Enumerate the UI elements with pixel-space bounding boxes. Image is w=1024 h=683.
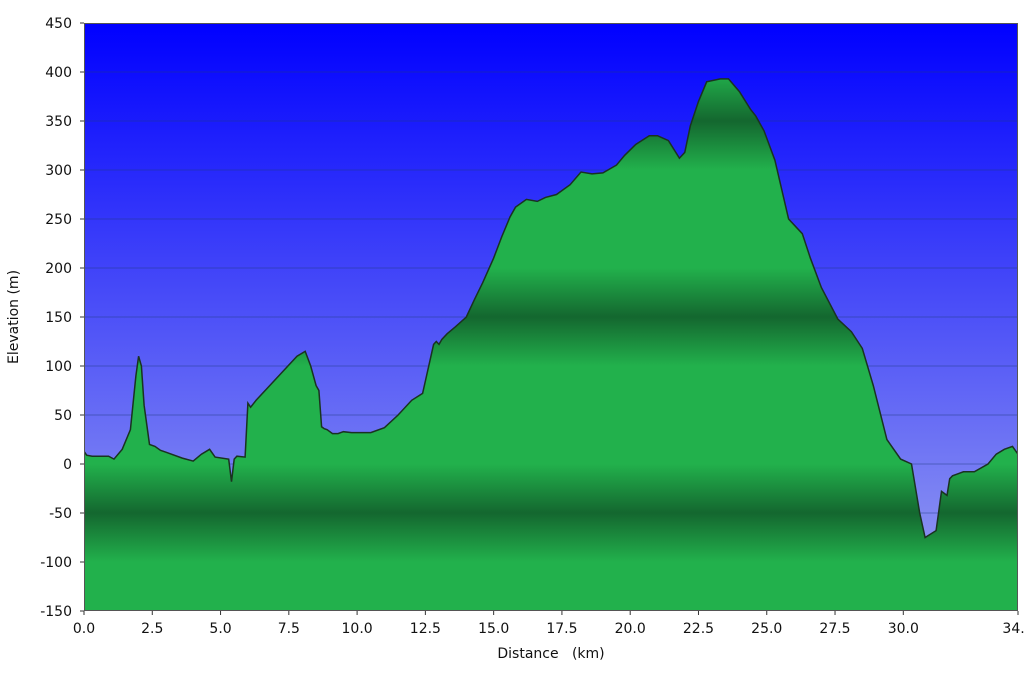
x-tick-label: 34.2: [1002, 621, 1024, 637]
x-tick-label: 22.5: [683, 621, 714, 637]
x-axis-ticks: 0.0 2.5 5.0 7.5 10.0 12.5 15.0 17.5 20.0 22.5 25.0…: [73, 611, 1024, 637]
x-tick-label: 15.0: [478, 621, 509, 637]
y-tick-label: -50: [49, 506, 72, 522]
x-tick-label: 25.0: [751, 621, 782, 637]
y-tick-label: 250: [45, 212, 72, 228]
elevation-area: [84, 78, 1018, 611]
plot-frame: [84, 23, 1018, 611]
y-tick-label: 150: [45, 310, 72, 326]
x-tick-label: 17.5: [546, 621, 577, 637]
x-tick-label: 0.0: [73, 621, 95, 637]
y-tick-label: 200: [45, 261, 72, 277]
x-tick-label: 20.0: [615, 621, 646, 637]
x-axis-label: Distance (km): [497, 646, 604, 662]
y-tick-label: 100: [45, 359, 72, 375]
x-tick-label: 2.5: [141, 621, 163, 637]
y-tick-label: -150: [40, 604, 72, 620]
x-tick-label: 7.5: [278, 621, 300, 637]
x-tick-label: 10.0: [342, 621, 373, 637]
y-axis-label: Elevation (m): [6, 270, 22, 364]
y-tick-label: 400: [45, 65, 72, 81]
y-axis-ticks: -150 -100 -50 0 50 100 150 200 250 300 350 400 450: [40, 16, 84, 620]
x-tick-label: 12.5: [410, 621, 441, 637]
x-tick-label: 27.5: [819, 621, 850, 637]
y-tick-label: 350: [45, 114, 72, 130]
y-tick-label: 300: [45, 163, 72, 179]
y-tick-label: 0: [63, 457, 72, 473]
y-tick-label: 450: [45, 16, 72, 32]
elevation-line: [84, 78, 1018, 539]
y-tick-label: 50: [54, 408, 72, 424]
x-tick-label: 30.0: [888, 621, 919, 637]
y-tick-label: -100: [40, 555, 72, 571]
x-tick-label: 5.0: [209, 621, 231, 637]
